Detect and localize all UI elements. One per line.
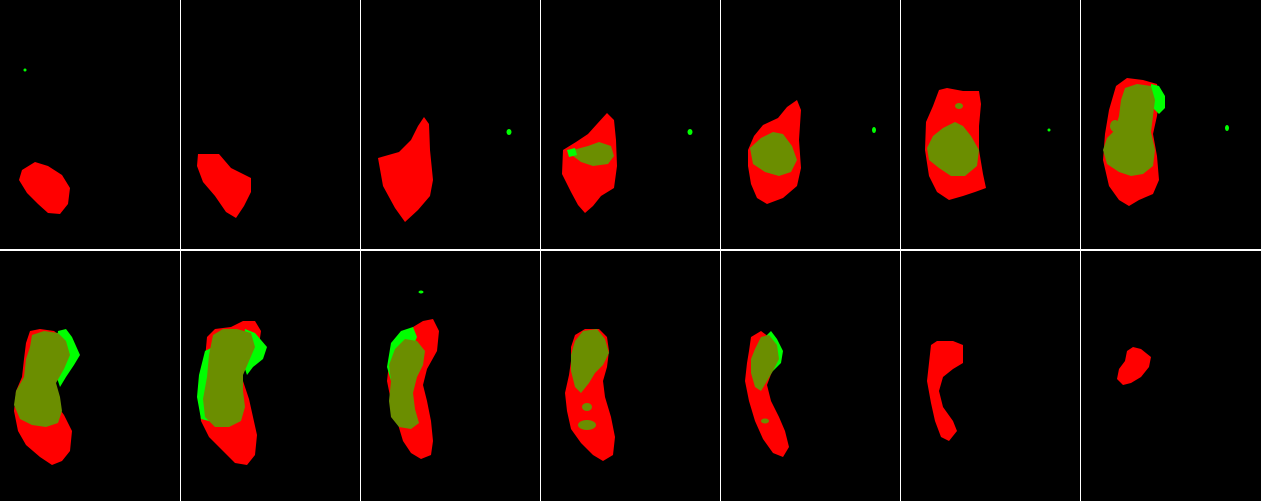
slice-mask-9 [197,321,267,465]
green-speck [1225,125,1229,131]
slice-tile-1 [0,0,179,249]
slice-tile-5 [721,0,900,249]
slice-mask-5 [748,100,876,204]
overlap-region [751,335,779,391]
slice-tile-4 [541,0,720,249]
green-speck [23,68,27,72]
green-speck [872,127,876,133]
slice-mask-13 [927,341,963,441]
overlap-region [573,142,614,166]
vertical-divider-4 [720,0,721,501]
slice-tile-10 [361,251,540,500]
overlap-region [203,329,255,427]
vertical-divider-5 [900,0,901,501]
red-region [197,154,251,218]
overlap-region [750,132,797,176]
slice-tile-13 [901,251,1080,500]
slice-tile-9 [181,251,360,500]
slice-mask-11 [565,329,615,461]
red-region [378,117,433,222]
slice-tile-3 [361,0,540,249]
slice-tile-7 [1081,0,1260,249]
green-speck [418,290,424,294]
slice-mask-14 [1117,347,1151,385]
vertical-divider-2 [360,0,361,501]
green-region [1151,84,1165,114]
horizontal-divider [0,249,1261,251]
overlap-region [389,339,425,429]
overlap-blob [1110,120,1120,132]
overlap-region [571,329,609,393]
slice-tile-12 [721,251,900,500]
red-region [927,341,963,441]
red-region [19,162,70,214]
green-speck [687,129,693,135]
slice-tile-11 [541,251,720,500]
vertical-divider-1 [180,0,181,501]
slice-mask-2 [197,154,251,218]
slice-mask-6 [925,88,1051,200]
overlap-region [1103,84,1155,176]
overlap-blob [761,418,769,424]
slice-tile-6 [901,0,1080,249]
slice-mask-7 [1103,78,1229,206]
slice-mask-3 [378,117,512,222]
slice-tile-8 [0,251,179,500]
overlap-region [14,331,70,427]
overlap-blob [578,420,596,430]
overlap-region [927,122,979,176]
slice-mask-10 [387,290,439,459]
slice-mask-8 [14,329,80,465]
overlap-blob [955,103,963,109]
slice-tile-14 [1081,251,1260,500]
slice-mask-12 [745,331,789,457]
red-region [1117,347,1151,385]
green-region [567,148,577,157]
vertical-divider-6 [1080,0,1081,501]
green-speck [1047,128,1051,132]
green-speck [506,129,512,135]
slice-mask-1 [19,68,70,214]
vertical-divider-3 [540,0,541,501]
slice-mask-4 [562,113,693,213]
overlap-blob [582,403,592,411]
slice-tile-2 [181,0,360,249]
